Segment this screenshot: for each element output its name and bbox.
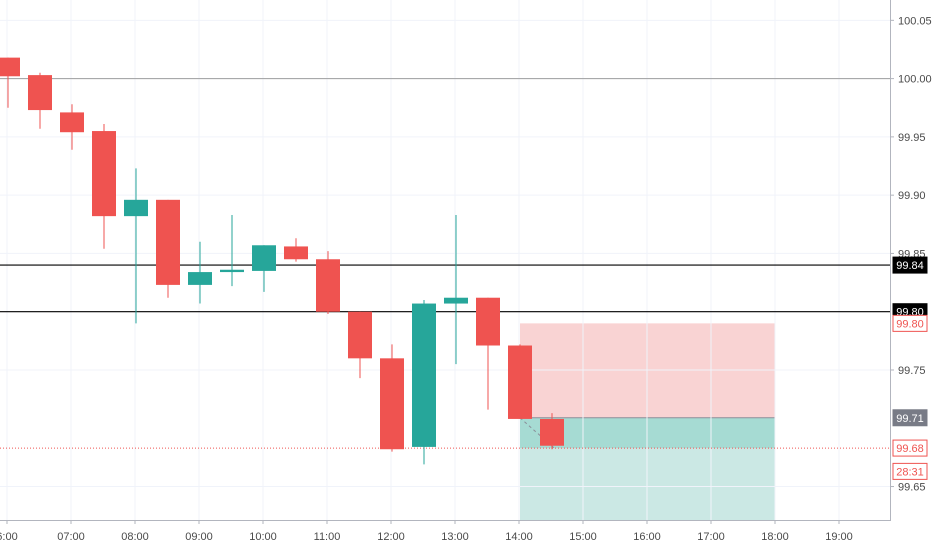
candle-body [444, 297, 468, 304]
candle-body [540, 418, 564, 446]
candle [60, 104, 84, 150]
price-axis-background [890, 0, 932, 550]
candle [252, 245, 276, 292]
price-badge-label: 99.68 [896, 443, 924, 455]
candle [476, 297, 500, 410]
x-tick-label: 11:00 [314, 531, 341, 543]
price-badge-box [892, 409, 928, 427]
candle-body [476, 297, 500, 346]
y-tick-label: 99.90 [898, 190, 926, 202]
price-badge-box [892, 439, 928, 457]
candle [380, 344, 404, 452]
price-badge-label: 28:31 [896, 466, 924, 478]
price-badge: 99.68 [892, 439, 928, 457]
candle [348, 311, 372, 379]
candle-body [156, 199, 180, 285]
candle-body [252, 245, 276, 271]
candle [540, 413, 564, 450]
y-tick-label: 100.05 [898, 15, 932, 27]
x-tick-label: 16:00 [633, 531, 661, 543]
candle-body [316, 259, 340, 312]
time-axis-background [0, 520, 890, 550]
candle [412, 300, 436, 465]
candle-body [0, 57, 20, 77]
candle-body [188, 272, 212, 285]
candle [0, 57, 20, 108]
y-tick-label: 99.65 [898, 482, 926, 494]
candles [0, 57, 564, 465]
candle [92, 124, 116, 249]
candle [156, 199, 180, 298]
candle [220, 214, 244, 287]
price-badge: 28:31 [892, 462, 928, 480]
x-tick-label: 13:00 [441, 531, 469, 543]
candle [316, 251, 340, 315]
candle [124, 168, 148, 324]
candle-body [92, 131, 116, 217]
candle-body [412, 303, 436, 447]
candle-body [380, 358, 404, 450]
price-badge: 99.71 [892, 409, 928, 427]
x-tick-label: 09:00 [185, 531, 213, 543]
y-tick-label: 99.95 [898, 132, 926, 144]
candle [444, 214, 468, 365]
price-badge-box [892, 462, 928, 480]
x-tick-label: 6:00 [0, 531, 18, 543]
x-tick-label: 12:00 [377, 531, 405, 543]
price-badge-label: 99.80 [896, 318, 924, 330]
x-tick-label: 18:00 [761, 531, 789, 543]
candle-body [284, 246, 308, 260]
price-badge-box [892, 256, 928, 274]
price-badge: 99.84 [892, 256, 928, 274]
candle-body [60, 112, 84, 133]
candle-body [124, 199, 148, 217]
candle [28, 72, 52, 129]
x-tick-label: 08:00 [121, 531, 149, 543]
y-tick-label: 99.75 [898, 365, 926, 377]
price-badge-box [892, 314, 928, 332]
x-tick-label: 07:00 [57, 531, 85, 543]
candle-body [220, 269, 244, 273]
candle [188, 241, 212, 304]
x-tick-label: 17:00 [697, 531, 725, 543]
x-tick-label: 14:00 [505, 531, 533, 543]
candle-body [348, 311, 372, 359]
price-badge-label: 99.71 [896, 413, 924, 425]
price-badge-label: 99.84 [896, 260, 924, 272]
x-tick-label: 15:00 [569, 531, 597, 543]
x-tick-label: 10:00 [249, 531, 277, 543]
candle-body [28, 75, 52, 111]
candle [508, 344, 532, 419]
x-tick-label: 19:00 [825, 531, 853, 543]
horizontal-lines [0, 78, 890, 449]
price-badge: 99.80 [892, 314, 928, 332]
candle-body [508, 345, 532, 419]
candle [284, 238, 308, 262]
y-tick-label: 100.00 [898, 74, 932, 86]
